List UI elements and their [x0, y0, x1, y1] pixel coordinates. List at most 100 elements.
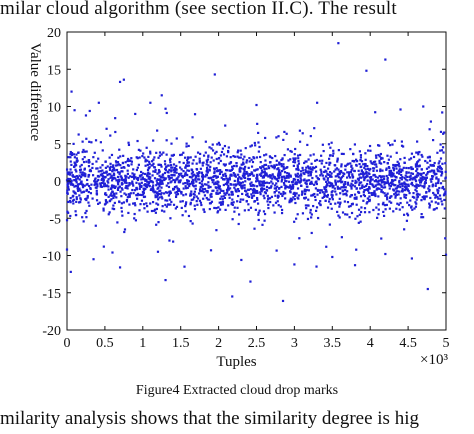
scatter-point	[205, 170, 208, 173]
scatter-point	[209, 195, 212, 198]
scatter-point	[298, 180, 301, 183]
scatter-point	[321, 143, 324, 146]
scatter-point	[388, 166, 391, 170]
scatter-point	[291, 183, 295, 187]
scatter-point	[292, 157, 295, 160]
scatter-point	[259, 161, 262, 164]
scatter-point	[344, 186, 347, 189]
scatter-point	[205, 190, 208, 193]
scatter-point	[82, 173, 85, 177]
scatter-point	[292, 185, 295, 188]
scatter-point	[104, 193, 107, 196]
scatter-point	[330, 207, 333, 210]
scatter-point	[144, 187, 147, 190]
scatter-point	[366, 175, 369, 178]
scatter-point	[444, 170, 447, 173]
scatter-point	[334, 179, 337, 182]
scatter-point	[363, 176, 366, 180]
scatter-point	[193, 204, 196, 207]
scatter-point	[260, 184, 263, 187]
scatter-point	[258, 209, 261, 212]
scatter-point	[170, 154, 173, 157]
scatter-point	[396, 160, 399, 163]
scatter-point	[440, 172, 444, 175]
scatter-point	[444, 237, 447, 240]
scatter-point	[222, 189, 225, 193]
scatter-point	[293, 263, 296, 266]
scatter-point	[152, 190, 155, 193]
scatter-point	[338, 216, 341, 219]
scatter-point	[283, 177, 286, 180]
scatter-point	[168, 190, 171, 193]
scatter-point	[205, 159, 208, 162]
scatter-point	[419, 181, 423, 184]
scatter-point	[337, 42, 340, 45]
scatter-point	[416, 184, 420, 187]
scatter-point	[106, 201, 109, 204]
scatter-point	[107, 178, 110, 181]
scatter-point	[382, 186, 385, 189]
scatter-point	[337, 168, 340, 171]
scatter-point	[414, 178, 417, 181]
scatter-point	[371, 178, 374, 181]
scatter-point	[245, 161, 248, 164]
scatter-point	[141, 155, 144, 158]
scatter-point	[208, 146, 211, 149]
scatter-point	[156, 129, 159, 132]
scatter-point	[436, 195, 439, 199]
scatter-point	[162, 176, 165, 179]
scatter-point	[282, 175, 286, 178]
scatter-point	[382, 214, 386, 217]
scatter-point	[329, 146, 332, 149]
scatter-point	[248, 156, 251, 160]
scatter-point	[256, 122, 259, 125]
scatter-point	[437, 162, 440, 165]
scatter-point	[136, 194, 139, 197]
scatter-point	[168, 192, 171, 195]
scatter-point	[414, 188, 417, 191]
scatter-point	[267, 197, 270, 200]
scatter-point	[425, 191, 428, 194]
scatter-point	[345, 192, 348, 195]
scatter-point	[219, 169, 222, 172]
scatter-point	[172, 174, 175, 177]
scatter-point	[233, 206, 236, 209]
scatter-point	[158, 185, 161, 188]
scatter-point	[271, 182, 274, 185]
scatter-point	[390, 201, 393, 204]
scatter-point	[178, 189, 181, 192]
scatter-point	[373, 190, 376, 193]
scatter-point	[222, 153, 226, 156]
scatter-point	[346, 200, 350, 204]
scatter-point	[202, 208, 205, 211]
scatter-point	[282, 192, 285, 196]
scatter-point	[214, 174, 217, 178]
scatter-point	[126, 169, 129, 172]
scatter-point	[429, 170, 432, 173]
scatter-point	[114, 160, 118, 163]
scatter-point	[314, 165, 318, 168]
scatter-point	[109, 173, 112, 176]
scatter-point	[331, 198, 334, 201]
scatter-point	[288, 201, 291, 204]
scatter-point	[260, 183, 263, 186]
scatter-point	[177, 175, 180, 178]
scatter-point	[124, 179, 127, 182]
scatter-point	[71, 183, 74, 186]
scatter-point	[172, 153, 176, 156]
scatter-point	[400, 178, 403, 181]
scatter-point	[294, 147, 297, 151]
scatter-point	[268, 181, 271, 185]
scatter-point	[78, 194, 81, 197]
scatter-point	[294, 182, 297, 185]
scatter-point	[100, 178, 103, 182]
scatter-point	[200, 172, 204, 175]
scatter-point	[358, 181, 361, 185]
scatter-point	[374, 193, 377, 196]
scatter-point	[142, 203, 146, 206]
scatter-point	[319, 168, 322, 171]
scatter-point	[225, 188, 229, 191]
scatter-point	[420, 179, 423, 182]
scatter-point	[241, 192, 244, 196]
scatter-point	[363, 211, 367, 214]
